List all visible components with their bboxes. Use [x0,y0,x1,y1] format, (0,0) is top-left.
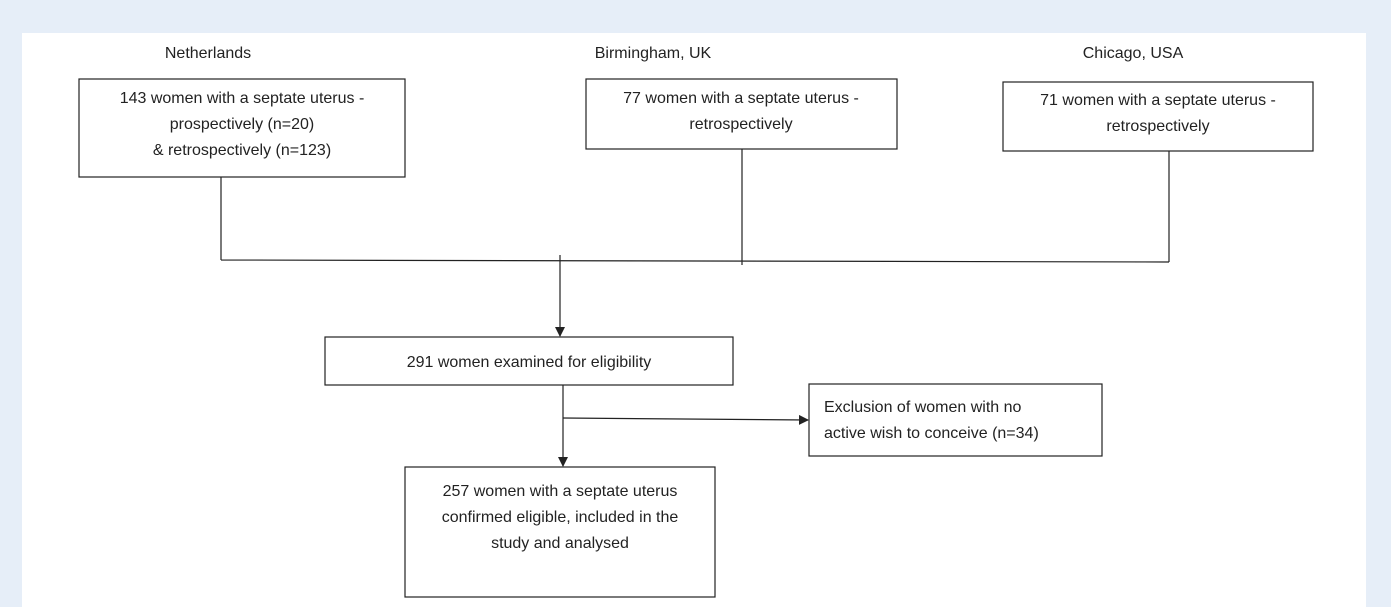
box-text: 71 women with a septate uterus - [1040,92,1276,109]
box [78,78,406,178]
box-text: 291 women examined for eligibility [407,354,652,371]
connector [220,149,1170,265]
box-text: study and analysed [491,535,629,552]
box [324,336,734,386]
box-text: prospectively (n=20) [170,116,315,133]
box [808,383,1103,457]
box-texts: 143 women with a septate uterus - prospec… [120,90,1276,552]
site-label: Birmingham, UK [595,45,712,62]
box-text: retrospectively [1106,118,1209,135]
box [585,78,898,150]
box [1002,81,1314,152]
box-text: Exclusion of women with no [824,399,1022,416]
site-label: Chicago, USA [1083,45,1184,62]
box-text: active wish to conceive (n=34) [824,425,1039,442]
site-label: Netherlands [165,45,251,62]
box-text: 257 women with a septate uterus [443,483,678,500]
arrow [562,414,809,425]
box-text: confirmed eligible, included in the [442,509,679,526]
box-text: 143 women with a septate uterus - [120,90,365,107]
box-text: retrospectively [689,116,792,133]
box-text: 77 women with a septate uterus - [623,90,859,107]
box-text: & retrospectively (n=123) [153,142,331,159]
box [404,466,716,598]
